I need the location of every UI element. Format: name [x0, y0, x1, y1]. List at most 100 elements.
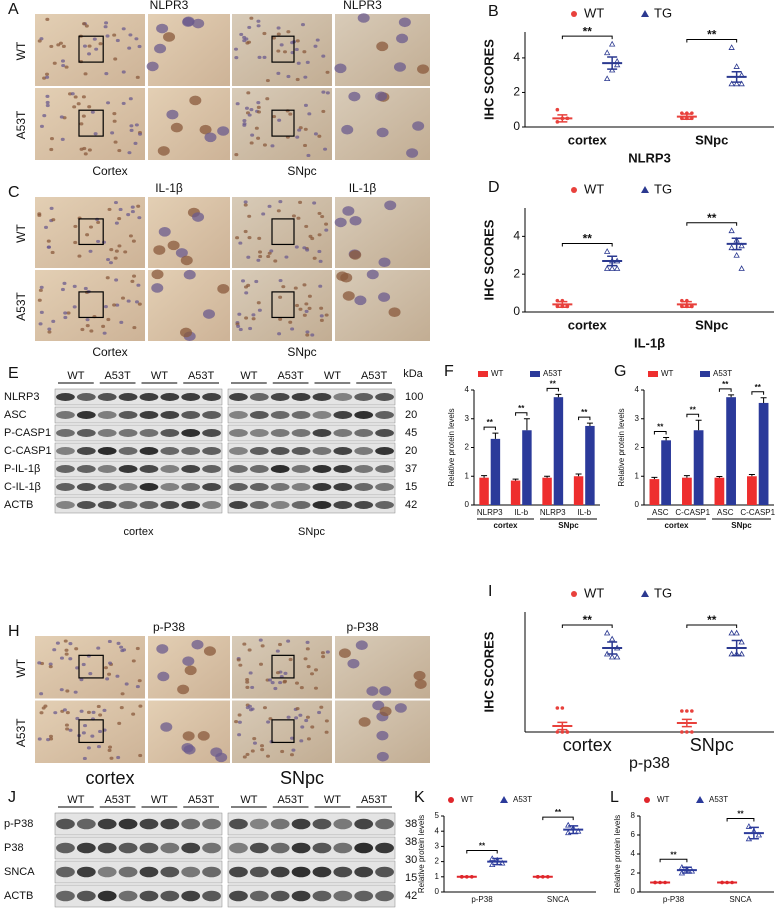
cell-nucleus	[132, 274, 137, 278]
cell-nucleus	[63, 639, 68, 643]
blot-band	[270, 465, 290, 473]
panel-label: K	[414, 789, 425, 806]
bar	[490, 438, 501, 505]
cell-nucleus	[62, 708, 67, 712]
blot-band	[375, 465, 394, 473]
cell-nucleus	[298, 307, 303, 311]
cell-nucleus	[83, 152, 88, 156]
blot-band	[333, 501, 353, 509]
cell-nucleus	[276, 26, 281, 30]
y-tick-label: 0	[513, 304, 520, 318]
zoom-box	[78, 218, 104, 246]
cell-nucleus	[217, 126, 230, 136]
legend-marker	[448, 797, 454, 803]
cell-nucleus	[184, 665, 197, 676]
blot-strip	[227, 884, 396, 908]
significance-bracket	[686, 222, 738, 226]
blot-strip	[54, 496, 223, 514]
cell-nucleus	[260, 644, 265, 648]
error-bar	[681, 718, 692, 728]
group-label: A53T	[104, 370, 131, 382]
cell-nucleus	[251, 317, 256, 321]
y-tick-label: 6	[631, 830, 636, 839]
cell-nucleus	[114, 221, 119, 225]
micrograph	[35, 88, 145, 160]
blot-band	[229, 866, 248, 878]
blot-band	[354, 818, 374, 830]
cell-nucleus	[46, 245, 51, 249]
blot-band	[181, 483, 201, 491]
cell-nucleus	[73, 224, 78, 229]
cell-nucleus	[117, 244, 122, 248]
blot-caption: cortex	[124, 526, 154, 538]
cell-nucleus	[124, 682, 129, 686]
data-point	[738, 242, 745, 249]
cell-nucleus	[248, 671, 253, 675]
y-tick-label: 1	[465, 471, 470, 480]
blot-band	[160, 866, 180, 878]
cell-nucleus	[52, 61, 57, 65]
cell-nucleus	[63, 315, 68, 320]
panel-label: L	[610, 789, 619, 806]
cell-nucleus	[119, 645, 124, 649]
cell-nucleus	[134, 37, 139, 41]
y-tick-label: 0	[635, 500, 640, 509]
blot-band	[291, 483, 311, 491]
cell-nucleus	[257, 55, 262, 59]
blot-band	[76, 411, 96, 419]
blot-band	[333, 866, 353, 878]
cell-nucleus	[73, 690, 78, 694]
zoom-box	[78, 654, 104, 679]
cell-nucleus	[131, 239, 136, 243]
blot-band	[354, 447, 374, 455]
cell-nucleus	[258, 254, 263, 259]
blot-band	[333, 411, 353, 419]
cell-nucleus	[103, 666, 108, 670]
row-label: WT	[14, 224, 28, 243]
bar	[758, 402, 769, 505]
cell-nucleus	[108, 261, 113, 265]
cell-nucleus	[129, 124, 134, 128]
significance-bracket	[578, 416, 591, 421]
cell-nucleus	[49, 44, 54, 49]
blot-band	[139, 866, 159, 878]
cell-nucleus	[324, 719, 329, 723]
blot-band	[354, 866, 374, 878]
zoom-box	[271, 109, 295, 137]
cell-nucleus	[132, 325, 137, 330]
cell-nucleus	[120, 692, 125, 696]
significance-bracket	[483, 426, 496, 431]
error-bar	[607, 255, 618, 267]
cell-nucleus	[305, 330, 310, 334]
cell-nucleus	[113, 256, 118, 260]
cell-nucleus	[39, 124, 44, 128]
cell-nucleus	[146, 61, 159, 72]
row-label: P38	[4, 842, 24, 854]
image-caption: cortex	[85, 768, 134, 788]
cell-nucleus	[376, 730, 389, 741]
blot-band	[249, 866, 269, 878]
blot-band	[181, 818, 201, 830]
data-point	[565, 829, 572, 836]
cell-nucleus	[103, 25, 108, 29]
cell-nucleus	[133, 141, 138, 145]
cell-nucleus	[47, 330, 52, 334]
cell-nucleus	[294, 47, 299, 52]
cell-nucleus	[243, 203, 248, 207]
zoom-box	[78, 291, 104, 319]
x-axis-label: NLRP3	[628, 150, 671, 165]
cell-nucleus	[319, 314, 324, 318]
image-caption: SNpc	[280, 768, 324, 788]
cell-nucleus	[242, 642, 247, 646]
cell-nucleus	[73, 240, 78, 245]
cell-nucleus	[238, 663, 243, 667]
significance-bracket	[561, 624, 613, 628]
cell-nucleus	[45, 75, 50, 79]
cell-nucleus	[393, 62, 406, 72]
row-label: ASC	[4, 409, 27, 421]
row-label: P-CASP1	[4, 427, 51, 439]
cell-nucleus	[247, 704, 252, 708]
cell-nucleus	[394, 703, 407, 713]
size-label: 38	[405, 818, 417, 830]
